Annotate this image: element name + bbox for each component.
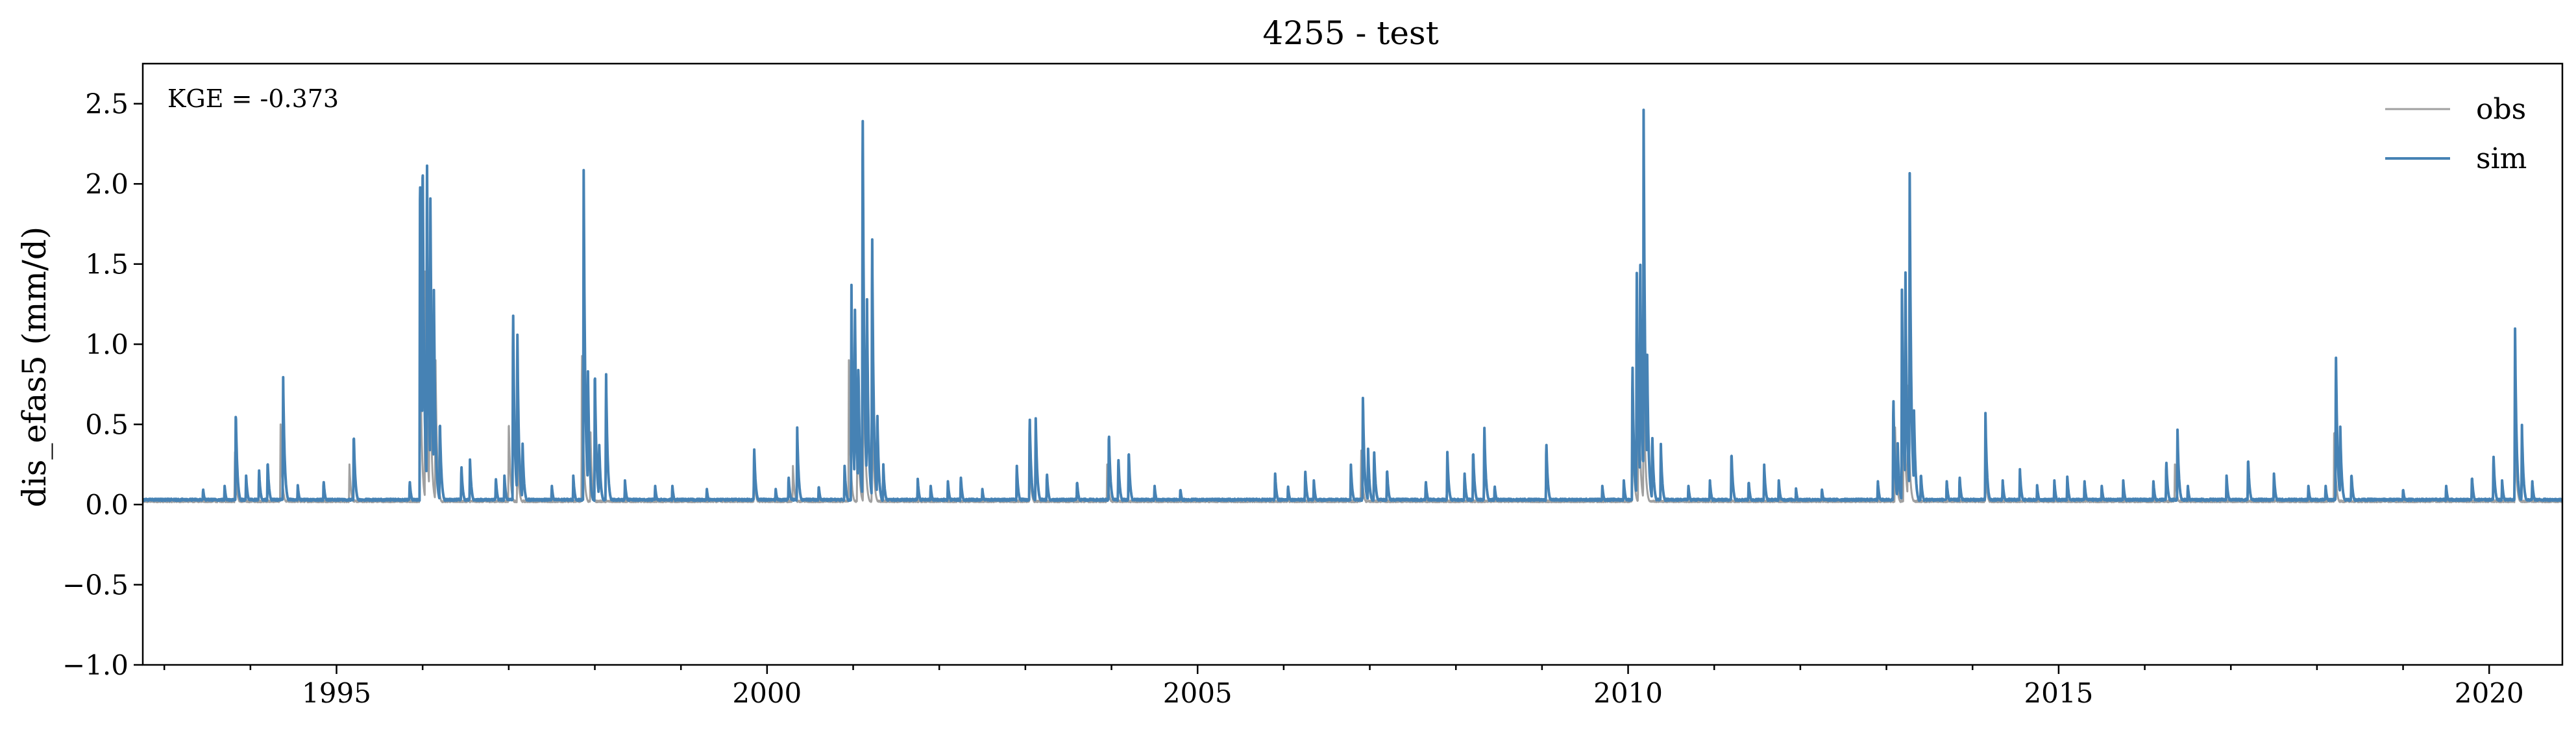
kge-annotation: KGE = -0.373 — [167, 84, 339, 113]
y-tick-label: −1.0 — [62, 649, 129, 681]
y-axis-label: dis_efas5 (mm/d) — [16, 227, 53, 508]
y-tick-label: −0.5 — [62, 569, 129, 601]
x-axis: 1995 2000 2005 2010 2015 2020 — [163, 665, 2524, 709]
y-tick-label: 2.0 — [85, 168, 129, 200]
y-tick-label: 1.0 — [85, 329, 129, 360]
x-tick-label: 2005 — [1163, 677, 1233, 709]
y-tick-label: 0.5 — [85, 409, 129, 441]
plot-area-frame — [141, 62, 2564, 666]
y-tick-label: 1.5 — [85, 249, 129, 280]
x-tick-label: 2020 — [2455, 677, 2524, 709]
y-axis: −1.0 −0.5 0.0 0.5 1.0 1.5 2.0 2.5 — [62, 88, 143, 681]
y-tick-label: 0.0 — [85, 489, 129, 521]
x-tick-label: 2010 — [1593, 677, 1663, 709]
legend-label-sim: sim — [2476, 142, 2527, 175]
x-tick-label: 2000 — [732, 677, 802, 709]
y-tick-label: 2.5 — [85, 88, 129, 120]
series-line-sim — [143, 108, 2562, 503]
legend: obs sim — [2385, 93, 2527, 175]
x-tick-label: 1995 — [302, 677, 371, 709]
x-tick-label: 2015 — [2024, 677, 2093, 709]
chart-title: 4255 - test — [1262, 14, 1438, 52]
legend-label-obs: obs — [2476, 93, 2526, 126]
series-group — [143, 108, 2562, 504]
